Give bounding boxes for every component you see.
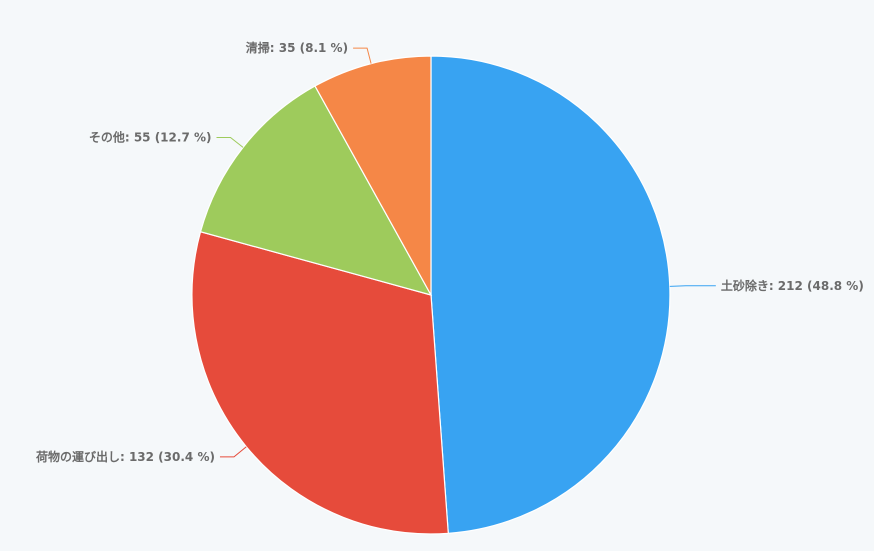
data-label-4: 清掃: 35 (8.1 %) bbox=[246, 40, 348, 55]
data-label-1: 土砂除き: 212 (48.8 %) bbox=[721, 278, 864, 293]
leader-line-1 bbox=[669, 285, 716, 287]
slices-layer bbox=[191, 55, 671, 535]
leader-line-3 bbox=[216, 136, 244, 148]
data-label-3: その他: 55 (12.7 %) bbox=[89, 129, 212, 144]
data-labels-layer: 土砂除き: 212 (48.8 %) 荷物の運び出し: 132 (30.4 %) そ… bbox=[35, 40, 864, 464]
leader-line-2 bbox=[219, 446, 247, 458]
pie-slice-1 bbox=[430, 55, 671, 535]
leader-lines-layer bbox=[216, 47, 716, 458]
pie-slice-3 bbox=[199, 85, 433, 296]
data-label-2: 荷物の運び出し: 132 (30.4 %) bbox=[35, 449, 215, 464]
leader-line-4 bbox=[353, 47, 372, 64]
